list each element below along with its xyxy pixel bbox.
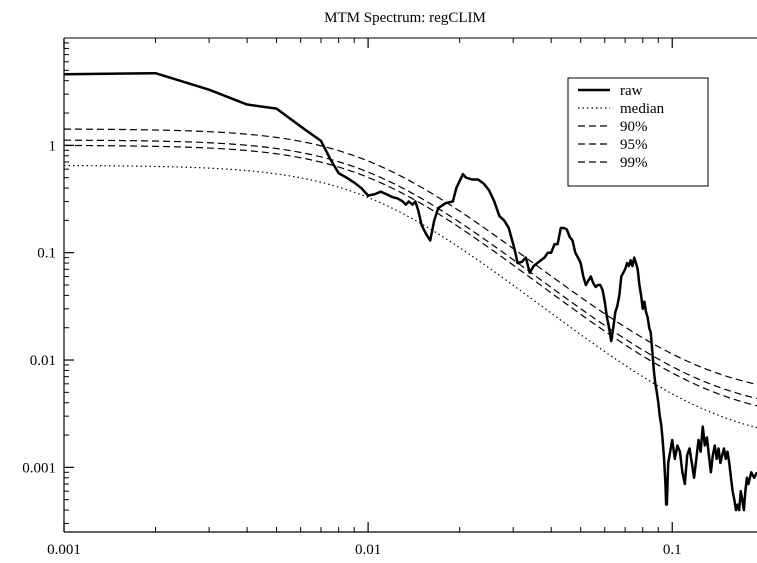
x-tick-label: 0.1 <box>663 542 682 558</box>
y-tick-label: 0.01 <box>30 353 56 369</box>
series-line-95pct <box>64 139 757 400</box>
chart-title: MTM Spectrum: regCLIM <box>324 10 486 26</box>
series-line-90pct <box>64 144 757 407</box>
series-line-median <box>64 164 757 429</box>
legend-label: 99% <box>620 155 648 171</box>
legend-label: median <box>620 101 665 117</box>
x-tick-label: 0.01 <box>355 542 381 558</box>
legend-label: raw <box>620 83 643 99</box>
y-tick-label: 1 <box>49 138 57 154</box>
legend-box <box>567 77 709 187</box>
legend-label: 90% <box>620 119 648 135</box>
legend-label: 95% <box>620 137 648 153</box>
y-tick-label: 0.1 <box>37 246 56 262</box>
x-tick-label: 0.001 <box>47 542 81 558</box>
series-line-99pct <box>64 128 757 386</box>
series-layer <box>64 71 757 512</box>
series-line-raw <box>64 71 757 512</box>
axes-layer: 0.001 0.01 0.1 0.001 0.01 0.1 1 <box>22 37 757 558</box>
y-tick-label: 0.001 <box>22 460 56 476</box>
legend: raw median 90% 95% 99% <box>567 77 709 187</box>
